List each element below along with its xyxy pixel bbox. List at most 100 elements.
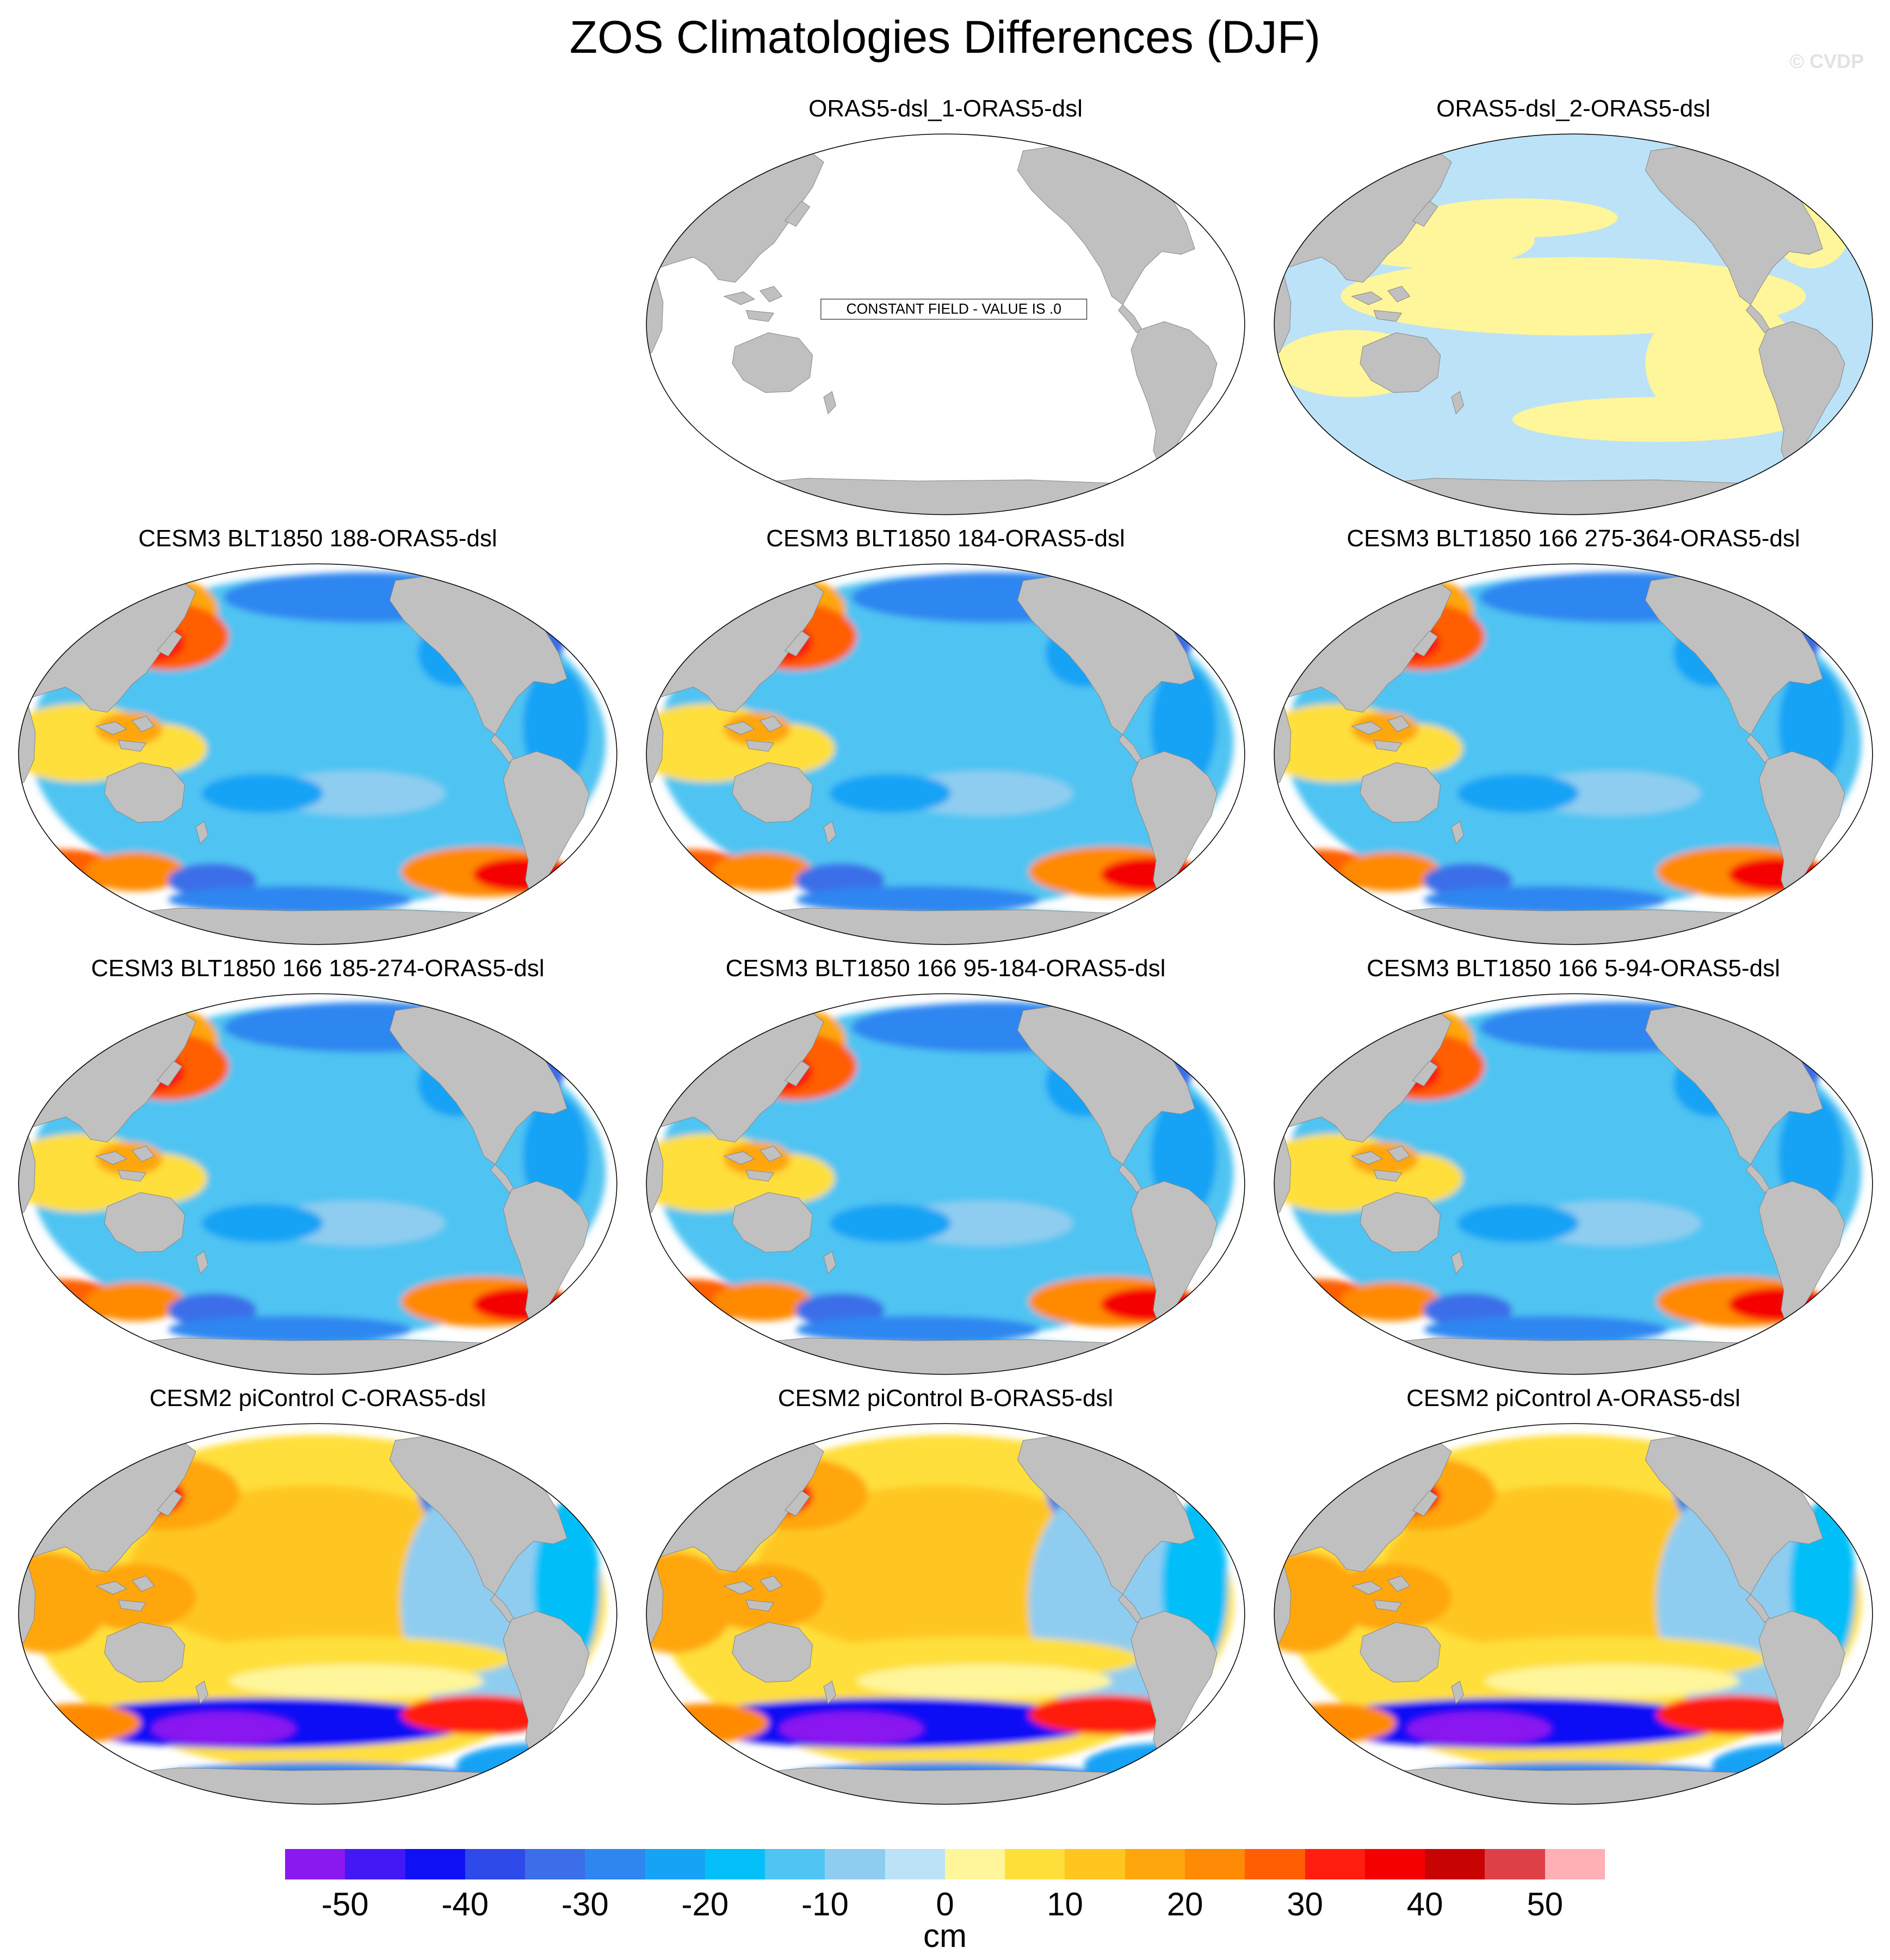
central-america-land [1746,304,1771,334]
map-border [18,1423,617,1805]
antarctica-land [90,1767,563,1804]
japan-land [784,1490,811,1517]
map-plot [1274,563,1873,945]
maritime-continent-land [1351,1575,1411,1612]
anomaly-patch [201,1204,324,1243]
new-zealand-land [1451,1680,1464,1704]
map-panel: ORAS5-dsl_2-ORAS5-dsl [1263,93,1883,528]
colorbar-segment [465,1849,526,1879]
central-america-land [1118,304,1143,334]
japan-land [784,1061,811,1087]
colorbar-segment [705,1849,765,1879]
anomaly-patch [1424,1315,1668,1344]
antarctica-land [90,1338,563,1375]
colorbar-segment [1184,1849,1245,1879]
colorbar-segment [525,1849,585,1879]
africa-edge-land [18,698,36,788]
colorbar-tick-label: -20 [681,1886,729,1922]
anomaly-patch [1512,397,1801,442]
maritime-continent-land [95,1145,155,1182]
anomaly-patch [1656,1695,1812,1735]
map-panel: CESM3 BLT1850 166 185-274-ORAS5-dsl [8,952,628,1388]
antarctica-land [718,1767,1190,1804]
africa-edge-land [646,1557,664,1648]
map-border [18,993,617,1375]
anomaly-patch [829,774,952,813]
colorbar-segment [1485,1849,1545,1879]
colorbar-segment [825,1849,885,1879]
map-panel: CESM3 BLT1850 166 5-94-ORAS5-dsl [1263,952,1883,1388]
anomaly-patch [1645,296,1801,431]
panel-title: CESM3 BLT1850 184-ORAS5-dsl [766,525,1125,552]
map-plot [18,1423,617,1805]
colorbar-tick-label: 30 [1287,1886,1323,1922]
africa-edge-land [18,1557,36,1648]
maritime-continent-land [1351,716,1411,752]
maritime-continent-land [95,1575,155,1612]
map-plot [646,993,1245,1375]
anomaly-patch [1101,1287,1201,1321]
panel-title: CESM2 piControl A-ORAS5-dsl [1406,1385,1740,1412]
map-panel: CESM2 piControl A-ORAS5-dsl [1263,1382,1883,1817]
maritime-continent-land [723,286,783,322]
map-border [646,133,1245,515]
anomaly-patch [1274,1552,1363,1653]
new-zealand-land [1451,821,1464,845]
antarctica-land [718,478,1190,515]
maritime-continent-land [723,1145,783,1182]
maritime-continent-land [1351,1145,1411,1182]
central-america-land [1746,1594,1771,1623]
anomaly-patch [1728,858,1829,891]
colorbar-segment [944,1849,1005,1879]
colorbar-segment [285,1849,345,1879]
panel-title: CESM3 BLT1850 166 275-364-ORAS5-dsl [1347,525,1800,552]
anomaly-patch [702,1563,824,1631]
anomaly-patch [473,858,573,891]
anomaly-patch [1457,1204,1579,1243]
new-zealand-land [195,1680,208,1704]
japan-land [784,631,811,657]
anomaly-patch [1407,1712,1552,1746]
svg-text:CONSTANT FIELD - VALUE IS .0: CONSTANT FIELD - VALUE IS .0 [847,300,1062,317]
anomaly-patch [18,1432,119,1471]
anomaly-patch [74,1563,196,1631]
anomaly-patch [151,1712,296,1746]
map-panel: CESM3 BLT1850 166 95-184-ORAS5-dsl [635,952,1256,1388]
colorbar-tick-label: -50 [321,1886,369,1922]
map-panel: ORAS5-dsl_1-ORAS5-dsl CONSTANT FIELD - VA… [635,93,1256,528]
anomaly-patch [473,1287,573,1321]
colorbar-tick-label: 50 [1527,1886,1564,1922]
colorbar-tick-label: 20 [1166,1886,1203,1922]
central-america-land [490,1594,515,1623]
anomaly-patch [1424,885,1668,914]
anomaly-patch [18,1552,108,1653]
panel-title: CESM2 piControl B-ORAS5-dsl [777,1385,1114,1412]
anomaly-patch [796,1315,1040,1344]
maritime-continent-land [723,716,783,752]
panel-title: CESM2 piControl C-ORAS5-dsl [149,1385,486,1412]
map-border [1274,133,1873,515]
australia-land [732,332,813,393]
africa-edge-land [1274,1557,1292,1648]
panel-title: CESM3 BLT1850 166 95-184-ORAS5-dsl [725,955,1166,982]
antarctica-land [90,908,563,945]
australia-land [104,1622,186,1683]
australia-land [1360,1622,1441,1683]
colorbar-tick-label: -30 [561,1886,609,1922]
map-plot: CONSTANT FIELD - VALUE IS .0 [646,133,1245,515]
antarctica-land [718,908,1190,945]
new-zealand-land [823,391,836,415]
panel-title: CESM3 BLT1850 188-ORAS5-dsl [138,525,497,552]
colorbar [285,1849,1605,1879]
map-panel: CESM3 BLT1850 188-ORAS5-dsl [8,522,628,958]
map-plot [1274,1423,1873,1805]
anomaly-patch [1330,1563,1452,1631]
colorbar-segment [585,1849,645,1879]
map-border [646,563,1245,945]
australia-land [104,1192,186,1253]
anomaly-patch [796,885,1040,914]
colorbar-segment [1125,1849,1185,1879]
maritime-continent-land [95,716,155,752]
colorbar-segment [765,1849,825,1879]
anomaly-patch [646,1432,746,1471]
